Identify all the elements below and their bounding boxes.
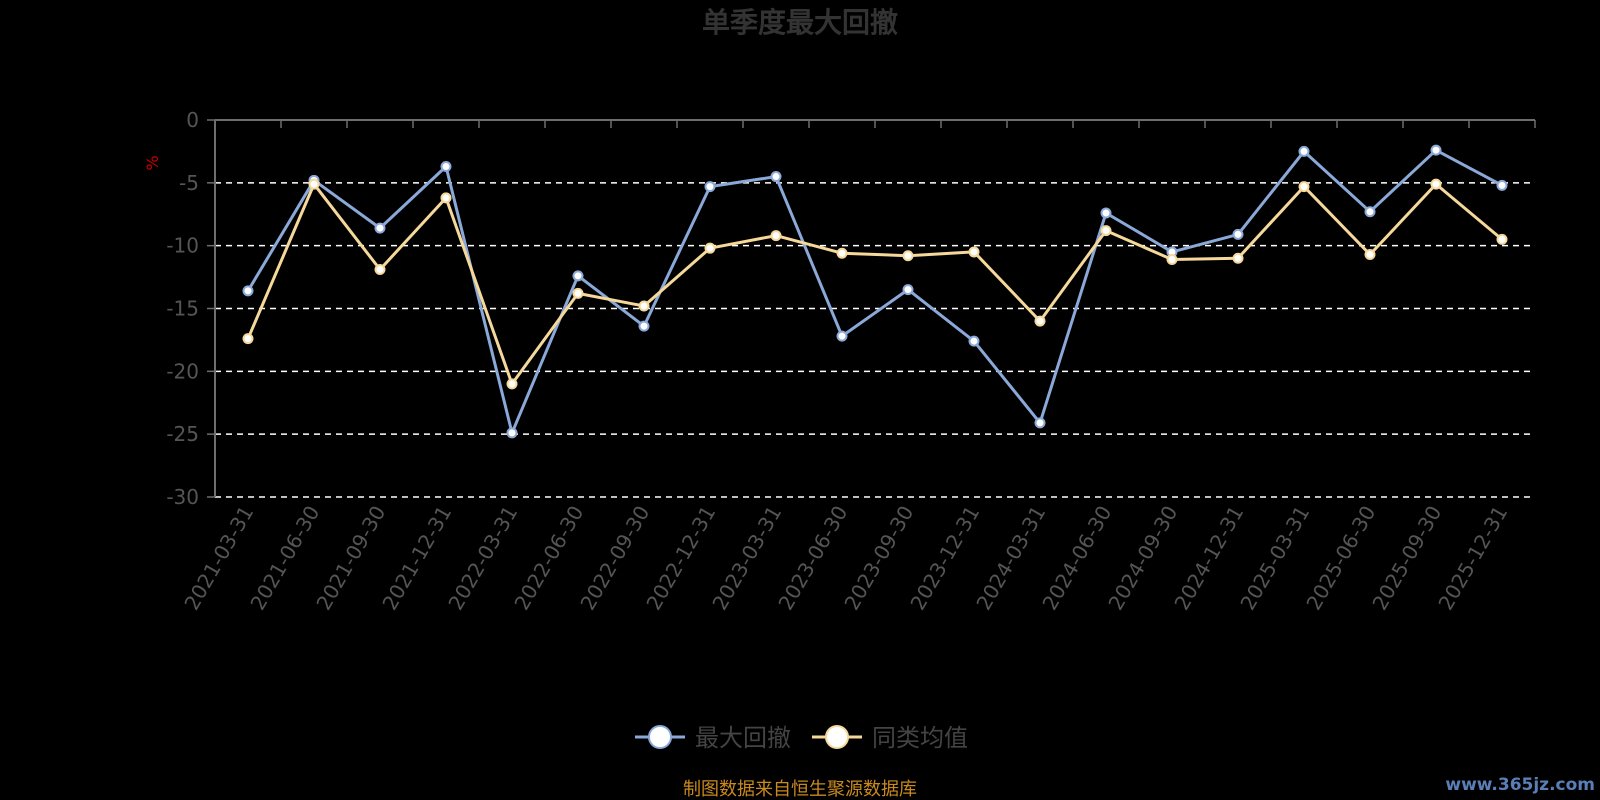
data-point[interactable] [902,250,914,262]
data-point[interactable] [374,264,386,276]
y-tick-label: -20 [166,359,199,383]
data-point[interactable] [440,160,452,172]
data-point[interactable] [572,287,584,299]
x-tick-label: 2024-12-31 [1169,502,1248,615]
data-point[interactable] [1232,228,1244,240]
x-tick-label: 2025-12-31 [1433,502,1512,615]
data-point[interactable] [572,270,584,282]
data-point[interactable] [1100,207,1112,219]
data-point[interactable] [968,335,980,347]
x-tick-label: 2021-12-31 [377,502,456,615]
data-point[interactable] [1364,248,1376,260]
chart-title: 单季度最大回撤 [702,6,898,39]
x-tick-label: 2025-03-31 [1235,502,1314,615]
axes [207,119,1536,498]
data-point[interactable] [1166,253,1178,265]
x-tick-label: 2025-09-30 [1367,502,1446,615]
data-point[interactable] [704,242,716,254]
data-point[interactable] [440,192,452,204]
data-point[interactable] [1430,144,1442,156]
data-point[interactable] [1298,145,1310,157]
watermark: www.365jz.com [1445,775,1595,795]
x-tick-labels: 2021-03-312021-06-302021-09-302021-12-31… [179,502,1512,615]
y-tick-label: -30 [166,485,199,509]
data-point[interactable] [1496,233,1508,245]
series-2 [242,178,1508,390]
x-tick-label: 2021-06-30 [245,502,324,615]
legend[interactable]: 最大回撤 同类均值 [635,724,968,752]
x-tick-label: 2023-12-31 [905,502,984,615]
x-tick-label: 2022-12-31 [641,502,720,615]
data-point[interactable] [1430,178,1442,190]
x-tick-label: 2022-06-30 [509,502,588,615]
data-point[interactable] [1232,252,1244,264]
data-point[interactable] [638,300,650,312]
legend-marker [825,725,849,749]
legend-label: 最大回撤 [695,724,791,752]
data-point[interactable] [836,247,848,259]
series-line [246,148,1503,435]
x-tick-label: 2021-03-31 [179,502,258,615]
y-tick-label: -15 [166,297,199,321]
x-tick-label: 2024-03-31 [971,502,1050,615]
data-point[interactable] [1298,181,1310,193]
grid-lines [215,182,1535,498]
y-tick-label: -10 [166,234,199,258]
data-point[interactable] [704,181,716,193]
data-point[interactable] [374,222,386,234]
data-point[interactable] [308,178,320,190]
legend-label: 同类均值 [872,724,968,752]
data-point[interactable] [638,320,650,332]
x-tick-label: 2023-09-30 [839,502,918,615]
y-tick-label: 0 [186,108,199,132]
series-group [242,144,1508,439]
x-tick-label: 2024-06-30 [1037,502,1116,615]
data-point[interactable] [1496,179,1508,191]
y-tick-labels: 0 -5 -10 -15 -20 -25 -30 [166,108,199,509]
source-note: 制图数据来自恒生聚源数据库 [683,779,917,800]
series-1 [242,144,1508,439]
data-point[interactable] [770,171,782,183]
data-point[interactable] [1034,417,1046,429]
data-point[interactable] [242,285,254,297]
x-tick-label: 2022-09-30 [575,502,654,615]
data-point[interactable] [1100,225,1112,237]
legend-item-1[interactable]: 最大回撤 [635,724,791,752]
x-tick-label: 2025-06-30 [1301,502,1380,615]
data-point[interactable] [1034,315,1046,327]
x-tick-label: 2021-09-30 [311,502,390,615]
legend-marker [648,725,672,749]
x-tick-label: 2023-06-30 [773,502,852,615]
series-line [246,182,1503,386]
data-point[interactable] [770,230,782,242]
data-point[interactable] [242,333,254,345]
data-point[interactable] [902,284,914,296]
data-point[interactable] [506,427,518,439]
x-tick-label: 2024-09-30 [1103,502,1182,615]
y-tick-label: -5 [179,171,199,195]
y-tick-label: -25 [166,422,199,446]
data-point[interactable] [836,330,848,342]
data-point[interactable] [1364,206,1376,218]
y-axis-unit: % [143,155,162,170]
data-point[interactable] [968,246,980,258]
data-point[interactable] [506,378,518,390]
legend-item-2[interactable]: 同类均值 [812,724,968,752]
x-tick-label: 2023-03-31 [707,502,786,615]
x-tick-label: 2022-03-31 [443,502,522,615]
